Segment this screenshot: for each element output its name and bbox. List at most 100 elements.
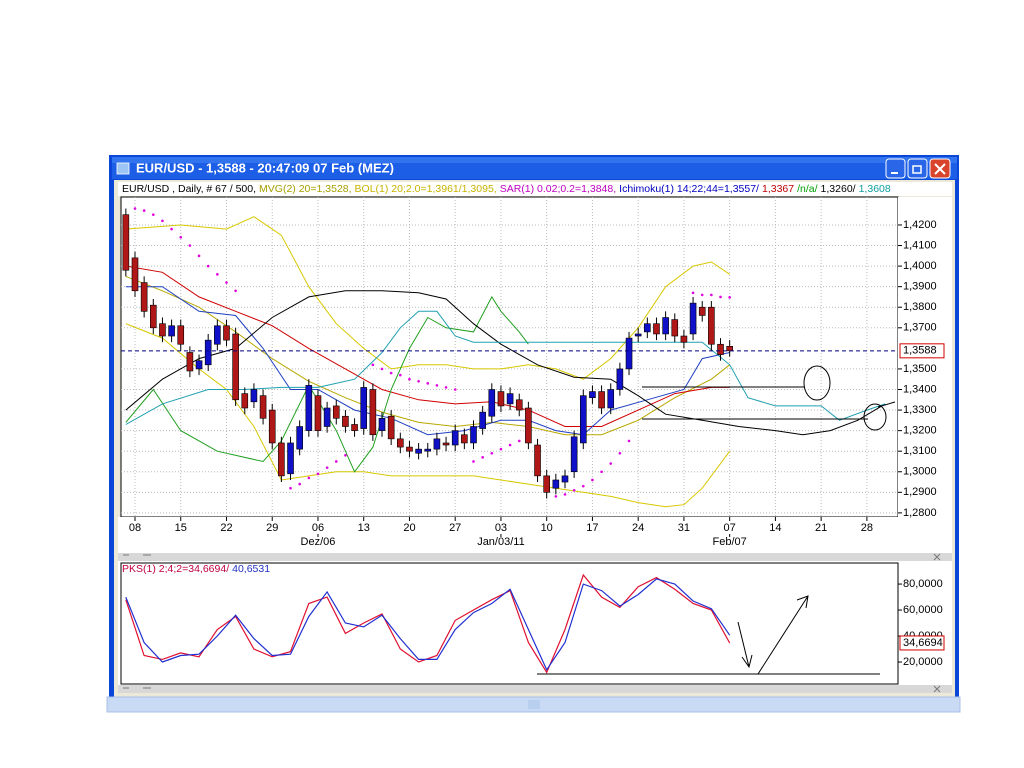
- window-icon: [116, 162, 130, 175]
- sar-dot: [316, 472, 320, 476]
- candle-body: [415, 448, 422, 454]
- sar-dot: [408, 377, 411, 381]
- sar-dot: [206, 264, 210, 268]
- sar-dot: [453, 388, 457, 391]
- x-tick-label: 24: [632, 522, 644, 534]
- indicator-info-part: MVG(2) 20=1,3528,: [259, 183, 352, 195]
- y-tick-label: 1,3000: [903, 466, 937, 478]
- last-value-label: 34,6694: [903, 637, 943, 649]
- candle-body: [479, 411, 486, 429]
- indicator-info-part: 1,3608: [859, 183, 891, 195]
- sar-dot: [719, 295, 722, 299]
- indicator-info-part: PKS(1) 2;4;2=34,6694/: [122, 563, 229, 575]
- candle-body: [241, 393, 249, 409]
- sar-dot: [499, 447, 503, 451]
- x-tick-label: 31: [678, 522, 690, 534]
- sar-dot: [472, 460, 475, 463]
- restore-button[interactable]: [907, 158, 928, 179]
- candle-body: [351, 424, 358, 431]
- candle-body: [552, 479, 560, 489]
- sar-dot: [600, 470, 603, 474]
- candle-body: [662, 317, 669, 335]
- candle-body: [579, 395, 587, 444]
- sar-dot: [151, 213, 155, 216]
- sar-dot: [728, 296, 731, 299]
- sar-dot: [508, 443, 512, 447]
- x-major-label: Feb/07: [713, 536, 747, 548]
- sar-dot: [307, 476, 311, 480]
- x-tick-label: 10: [541, 522, 553, 534]
- candle-body: [634, 333, 642, 337]
- candle-body: [451, 430, 459, 446]
- sar-dot: [170, 227, 173, 231]
- restore-icon: [912, 165, 922, 174]
- candle-body: [397, 438, 404, 448]
- y-tick-label: 1,3100: [903, 445, 937, 457]
- x-tick-label: 08: [129, 522, 141, 534]
- candle-body: [616, 368, 624, 390]
- sar-dot: [481, 456, 484, 459]
- price-label: 1,3588: [903, 345, 937, 357]
- candle-body: [186, 352, 194, 372]
- candle-body: [168, 325, 175, 337]
- price-box: [899, 343, 945, 359]
- indicator-info-part: /n/a/: [797, 183, 818, 195]
- x-tick-label: 21: [815, 522, 827, 534]
- candle-body: [607, 389, 615, 409]
- candle-body: [488, 389, 496, 417]
- candle-body: [689, 302, 697, 335]
- candle-body: [296, 426, 303, 450]
- y-tick-label: 1,4000: [903, 260, 937, 272]
- candle-body: [598, 391, 605, 409]
- candle-body: [159, 323, 166, 337]
- candle-body: [442, 442, 450, 446]
- sar-dot: [627, 439, 631, 443]
- y-tick-label: 1,2800: [903, 507, 937, 519]
- price-plot: [120, 196, 899, 518]
- indicator-info-part: 40,6531: [232, 563, 270, 575]
- candle-body: [149, 304, 157, 329]
- candle-body: [497, 391, 505, 407]
- sar-dot: [133, 207, 137, 210]
- candle-body: [223, 325, 230, 341]
- sar-dot: [618, 451, 622, 455]
- candle-body: [332, 405, 340, 419]
- sar-dot: [234, 289, 237, 293]
- sar-dot: [435, 384, 439, 387]
- sar-dot: [609, 462, 613, 465]
- candle-body: [314, 395, 322, 431]
- candle-body: [342, 415, 349, 427]
- y-tick-label: 1,3400: [903, 383, 937, 395]
- oscillator-line: [125, 573, 731, 674]
- candle-body: [644, 323, 651, 333]
- osc-plot: [120, 562, 899, 685]
- x-tick-label: 03: [495, 522, 507, 534]
- x-tick-label: 22: [220, 522, 232, 534]
- indicator-line: [125, 265, 730, 427]
- y-tick-label: 20,0000: [903, 656, 943, 668]
- sar-dot: [371, 363, 375, 367]
- annotation-circle: [803, 365, 831, 401]
- title-bar-shine: [112, 157, 957, 163]
- splitter[interactable]: [118, 553, 952, 561]
- indicator-line: [125, 295, 529, 473]
- candle-body: [625, 337, 633, 370]
- sar-dot: [179, 236, 183, 239]
- sar-dot: [563, 493, 567, 496]
- candle-body: [214, 325, 221, 345]
- oscillator-line: [125, 578, 731, 672]
- candle-body: [589, 391, 596, 399]
- candle-body: [543, 475, 550, 493]
- sar-dot: [710, 293, 713, 297]
- splitter[interactable]: [118, 685, 952, 693]
- scrollbar-thumb[interactable]: [528, 700, 540, 709]
- minimize-button[interactable]: [885, 158, 906, 179]
- candle-body: [250, 389, 258, 403]
- indicator-info: PKS(1) 2;4;2=34,6694/40,6531: [122, 563, 270, 575]
- candle-body: [433, 438, 441, 450]
- sar-dot: [298, 482, 301, 486]
- splitter-icons: [123, 553, 941, 561]
- candle-body: [680, 335, 688, 343]
- sar-dot: [691, 291, 695, 295]
- candle-body: [671, 319, 679, 337]
